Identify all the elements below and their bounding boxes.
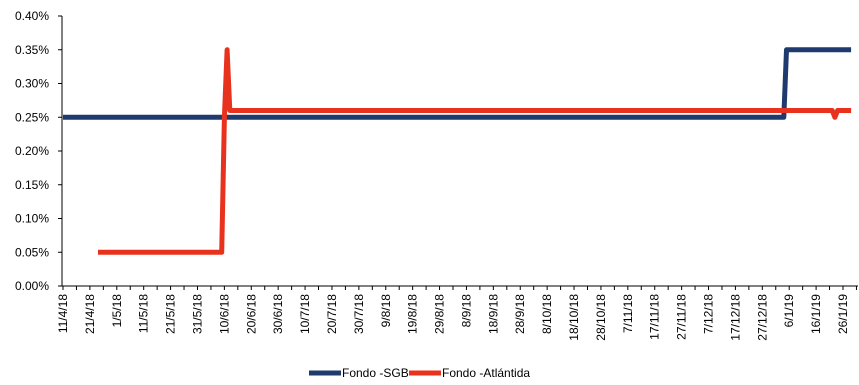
legend-label: Fondo -SGB [342, 366, 409, 380]
x-tick-label: 8/9/18 [459, 294, 473, 328]
x-tick-label: 6/1/19 [782, 294, 796, 328]
series-line-fondo-sgb [63, 47, 852, 120]
x-tick-label: 18/10/18 [567, 294, 581, 341]
x-tick-label: 8/10/18 [540, 294, 554, 334]
legend: Fondo -SGB Fondo -Atlántida [309, 366, 530, 380]
x-tick-label: 28/10/18 [594, 294, 608, 341]
x-tick-label: 7/11/18 [621, 294, 635, 333]
y-tick-label: 0.40% [15, 9, 49, 23]
x-tick-label: 21/4/18 [83, 294, 97, 334]
x-tick-label: 20/6/18 [244, 294, 258, 334]
y-tick-label: 0.00% [15, 279, 49, 293]
legend-label: Fondo -Atlántida [442, 366, 530, 380]
x-tick-label: 16/1/19 [809, 294, 823, 334]
y-tick-label: 0.30% [15, 77, 49, 91]
x-tick-label: 18/9/18 [486, 294, 500, 334]
series-line-fondo-atlantida [98, 47, 852, 255]
x-tick-label: 27/11/18 [675, 294, 689, 340]
x-tick-label: 20/7/18 [325, 294, 339, 334]
x-tick-label: 11/4/18 [56, 294, 70, 333]
y-tick-label: 0.05% [15, 245, 49, 259]
x-tick-label: 9/8/18 [379, 294, 393, 328]
series-lines [63, 47, 852, 255]
x-tick-label: 17/12/18 [728, 294, 742, 341]
x-tick-label: 10/7/18 [298, 294, 312, 334]
x-tick-label: 7/12/18 [702, 294, 716, 334]
x-tick-label: 19/8/18 [406, 294, 420, 334]
y-tick-label: 0.25% [15, 110, 49, 124]
x-tick-label: 27/12/18 [755, 294, 769, 341]
x-tick-label: 28/9/18 [513, 294, 527, 334]
y-axis-ticks: 0.00% 0.05% 0.10% 0.15% 0.20% 0.25% 0.30% 0.35%… [15, 9, 62, 293]
x-tick-label: 30/6/18 [271, 294, 285, 334]
x-tick-label: 21/5/18 [164, 294, 178, 334]
y-tick-label: 0.10% [15, 212, 49, 226]
x-tick-label: 30/7/18 [352, 294, 366, 334]
y-tick-label: 0.15% [15, 178, 49, 192]
axes [61, 16, 858, 287]
x-tick-label: 17/11/18 [648, 294, 662, 340]
y-tick-label: 0.20% [15, 144, 49, 158]
x-tick-label: 1/5/18 [110, 294, 124, 328]
x-tick-label: 26/1/19 [836, 294, 850, 334]
x-tick-label: 11/5/18 [137, 294, 151, 333]
x-tick-label: 29/8/18 [433, 294, 447, 334]
x-tick-label: 31/5/18 [190, 294, 204, 334]
x-tick-label: 10/6/18 [217, 294, 231, 334]
y-tick-label: 0.35% [15, 43, 49, 57]
x-axis-ticks: 11/4/18 21/4/18 1/5/18 11/5/18 21/5/18 31/5/1… [56, 286, 857, 341]
